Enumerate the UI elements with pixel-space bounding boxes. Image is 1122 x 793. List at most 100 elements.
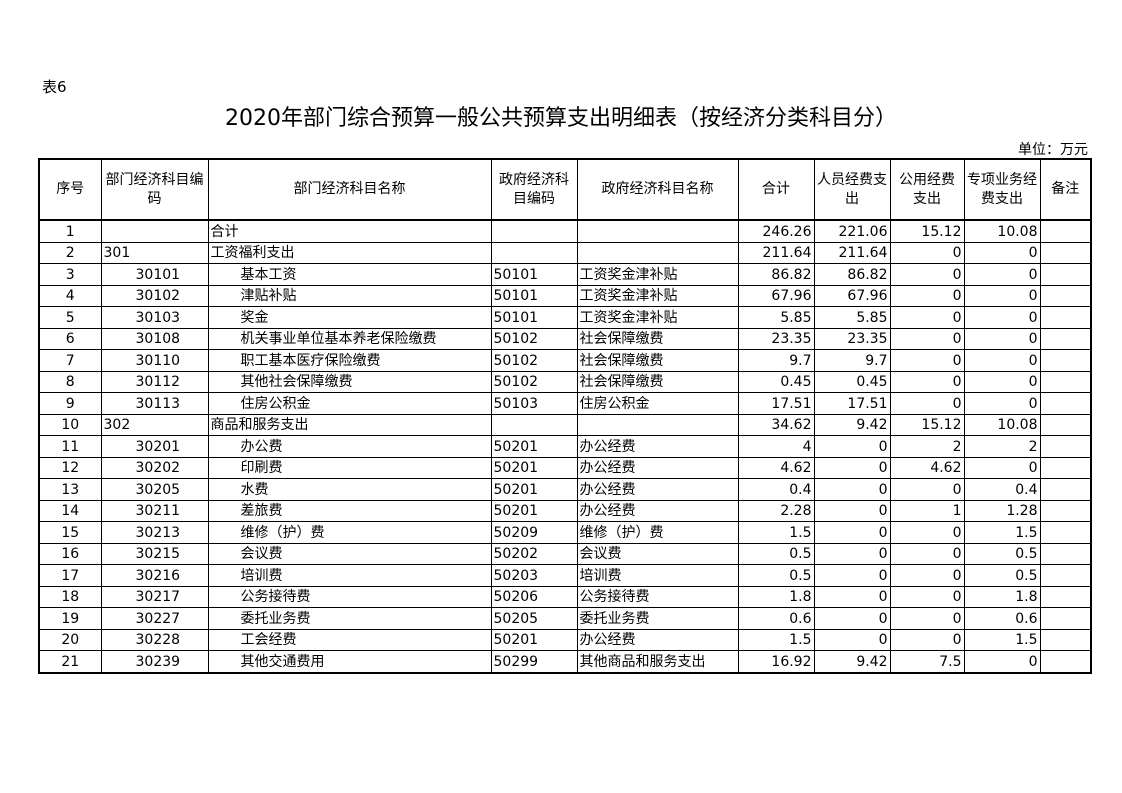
cell-public: 2 xyxy=(889,435,965,458)
cell-note xyxy=(1039,499,1092,522)
cell-row-number: 18 xyxy=(38,585,102,608)
header-special: 专项业务经费支出 xyxy=(963,158,1041,221)
cell-personnel: 0 xyxy=(813,456,891,479)
cell-dept-code: 30205 xyxy=(100,478,209,501)
cell-dept-name: 工资福利支出 xyxy=(207,241,492,264)
cell-row-number: 21 xyxy=(38,650,102,673)
header-dept-code: 部门经济科目编码 xyxy=(100,158,209,221)
cell-public: 0 xyxy=(889,521,965,544)
cell-personnel: 211.64 xyxy=(813,241,891,264)
cell-dept-name: 基本工资 xyxy=(207,263,492,286)
cell-public: 0 xyxy=(889,241,965,264)
table-row: 20 30228 工会经费 50201 办公经费 1.5 0 0 1.5 xyxy=(38,628,1092,651)
cell-gov-code: 50102 xyxy=(490,370,578,393)
cell-total: 1.5 xyxy=(737,521,815,544)
cell-gov-name: 其他商品和服务支出 xyxy=(576,650,739,673)
cell-note xyxy=(1039,650,1092,673)
cell-special: 1.5 xyxy=(963,628,1041,651)
header-no: 序号 xyxy=(38,158,102,221)
cell-dept-code: 30217 xyxy=(100,585,209,608)
cell-row-number: 14 xyxy=(38,499,102,522)
page-title: 2020年部门综合预算一般公共预算支出明细表（按经济分类科目分） xyxy=(225,106,897,131)
cell-gov-code: 50201 xyxy=(490,435,578,458)
cell-public: 0 xyxy=(889,607,965,630)
cell-personnel: 9.42 xyxy=(813,413,891,436)
cell-note xyxy=(1039,521,1092,544)
cell-total: 1.8 xyxy=(737,585,815,608)
cell-gov-code: 50209 xyxy=(490,521,578,544)
cell-total: 211.64 xyxy=(737,241,815,264)
cell-dept-name: 办公费 xyxy=(207,435,492,458)
table-row: 11 30201 办公费 50201 办公经费 4 0 2 2 xyxy=(38,435,1092,458)
cell-gov-code: 50201 xyxy=(490,628,578,651)
table-row: 16 30215 会议费 50202 会议费 0.5 0 0 0.5 xyxy=(38,542,1092,565)
cell-public: 15.12 xyxy=(889,413,965,436)
cell-public: 0 xyxy=(889,564,965,587)
cell-gov-name: 社会保障缴费 xyxy=(576,349,739,372)
cell-special: 0 xyxy=(963,284,1041,307)
cell-dept-code: 30202 xyxy=(100,456,209,479)
cell-note xyxy=(1039,219,1092,243)
cell-personnel: 0 xyxy=(813,499,891,522)
cell-personnel: 221.06 xyxy=(813,219,891,243)
cell-row-number: 5 xyxy=(38,306,102,329)
cell-personnel: 0 xyxy=(813,435,891,458)
table-row: 9 30113 住房公积金 50103 住房公积金 17.51 17.51 0 0 xyxy=(38,392,1092,415)
cell-note xyxy=(1039,349,1092,372)
cell-gov-name: 办公经费 xyxy=(576,628,739,651)
cell-note xyxy=(1039,607,1092,630)
table-row: 6 30108 机关事业单位基本养老保险缴费 50102 社会保障缴费 23.35 23.3… xyxy=(38,327,1092,350)
header-gov-name: 政府经济科目名称 xyxy=(576,158,739,221)
cell-special: 0 xyxy=(963,650,1041,673)
cell-row-number: 3 xyxy=(38,263,102,286)
cell-dept-name: 住房公积金 xyxy=(207,392,492,415)
table-row: 4 30102 津贴补贴 50101 工资奖金津补贴 67.96 67.96 0 0 xyxy=(38,284,1092,307)
cell-row-number: 7 xyxy=(38,349,102,372)
cell-gov-code: 50202 xyxy=(490,542,578,565)
cell-personnel: 67.96 xyxy=(813,284,891,307)
cell-dept-code: 30215 xyxy=(100,542,209,565)
cell-special: 0.5 xyxy=(963,564,1041,587)
cell-total: 4.62 xyxy=(737,456,815,479)
table-row: 1 合计 246.26 221.06 15.12 10.08 xyxy=(38,219,1092,243)
table-label: 表6 xyxy=(42,78,67,96)
cell-gov-name: 社会保障缴费 xyxy=(576,327,739,350)
cell-public: 1 xyxy=(889,499,965,522)
cell-gov-code: 50103 xyxy=(490,392,578,415)
cell-personnel: 9.7 xyxy=(813,349,891,372)
cell-note xyxy=(1039,435,1092,458)
cell-special: 2 xyxy=(963,435,1041,458)
cell-gov-code xyxy=(490,241,578,264)
cell-public: 0 xyxy=(889,628,965,651)
cell-dept-code: 30113 xyxy=(100,392,209,415)
cell-gov-name: 工资奖金津补贴 xyxy=(576,284,739,307)
cell-public: 7.5 xyxy=(889,650,965,673)
cell-dept-code: 30239 xyxy=(100,650,209,673)
cell-personnel: 0 xyxy=(813,585,891,608)
cell-note xyxy=(1039,370,1092,393)
cell-special: 0 xyxy=(963,263,1041,286)
cell-note xyxy=(1039,263,1092,286)
cell-total: 1.5 xyxy=(737,628,815,651)
table-row: 10 302 商品和服务支出 34.62 9.42 15.12 10.08 xyxy=(38,413,1092,436)
cell-dept-name: 其他交通费用 xyxy=(207,650,492,673)
table-row: 2 301 工资福利支出 211.64 211.64 0 0 xyxy=(38,241,1092,264)
cell-total: 0.4 xyxy=(737,478,815,501)
cell-total: 67.96 xyxy=(737,284,815,307)
cell-gov-name xyxy=(576,241,739,264)
cell-total: 5.85 xyxy=(737,306,815,329)
cell-dept-code: 30110 xyxy=(100,349,209,372)
table-row: 7 30110 职工基本医疗保险缴费 50102 社会保障缴费 9.7 9.7 0 0 xyxy=(38,349,1092,372)
cell-note xyxy=(1039,306,1092,329)
header-row: 序号 部门经济科目编码 部门经济科目名称 政府经济科目编码 政府经济科目名称 合… xyxy=(38,158,1092,221)
cell-public: 0 xyxy=(889,585,965,608)
cell-gov-name: 办公经费 xyxy=(576,435,739,458)
cell-total: 86.82 xyxy=(737,263,815,286)
cell-gov-name: 工资奖金津补贴 xyxy=(576,263,739,286)
cell-total: 34.62 xyxy=(737,413,815,436)
table-row: 14 30211 差旅费 50201 办公经费 2.28 0 1 1.28 xyxy=(38,499,1092,522)
cell-dept-name: 机关事业单位基本养老保险缴费 xyxy=(207,327,492,350)
cell-gov-name: 工资奖金津补贴 xyxy=(576,306,739,329)
cell-dept-code: 30103 xyxy=(100,306,209,329)
cell-gov-code: 50101 xyxy=(490,306,578,329)
